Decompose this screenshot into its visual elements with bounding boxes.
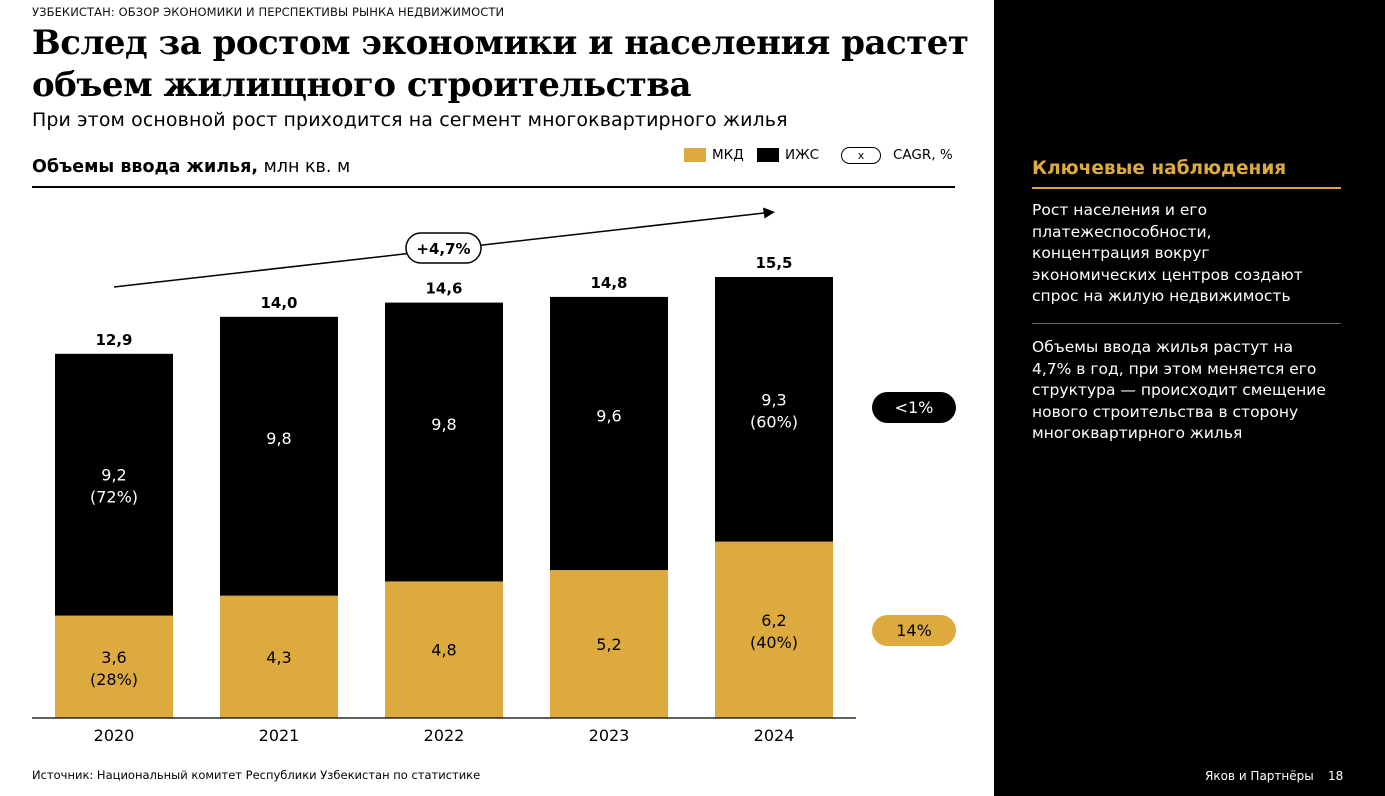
stacked-bar-chart: 3,6 (28%) 9,2 (72%) 12,9 2020 4,3 9,8 14,0 2021 4,… — [32, 207, 956, 745]
observation-item-1: Рост населения и его платежеспособности,… — [1032, 201, 1303, 305]
x-tick-2021: 2021 — [259, 726, 300, 745]
bar-izhs-label-2021: 9,8 — [266, 429, 291, 448]
slide-subtitle: При этом основной рост приходится на сег… — [32, 109, 788, 131]
bar-izhs-label-2023: 9,6 — [596, 406, 621, 425]
legend-izhs: ИЖС — [757, 145, 819, 165]
bar-mkd-label-2021: 4,3 — [266, 648, 291, 667]
content-area: УЗБЕКИСТАН: ОБЗОР ЭКОНОМИКИ И ПЕРСПЕКТИВ… — [32, 5, 969, 782]
bar-mkd-label-2024: 6,2 — [761, 611, 786, 630]
observations-title-rule — [1032, 187, 1341, 189]
bar-izhs-share-2020: (72%) — [90, 488, 138, 507]
bar-total-2020: 12,9 — [95, 331, 132, 349]
x-tick-2022: 2022 — [424, 726, 465, 745]
observations-panel — [994, 0, 1385, 796]
bar-izhs-label-2022: 9,8 — [431, 415, 456, 434]
bar-izhs-2022 — [385, 302, 503, 582]
bar-mkd-label-2023: 5,2 — [596, 635, 621, 654]
bar-mkd-share-2024: (40%) — [750, 633, 798, 652]
chart-title-main: Объемы ввода жилья, — [32, 157, 258, 177]
bar-mkd-2021 — [220, 595, 338, 718]
bar-total-2021: 14,0 — [260, 294, 297, 312]
cagr-label-izhs: <1% — [895, 398, 934, 417]
legend-cagr: x CAGR, % — [841, 145, 953, 165]
legend-izhs-swatch — [757, 148, 779, 162]
page-number: 18 — [1328, 769, 1344, 783]
bar-mkd-label-2022: 4,8 — [431, 641, 456, 660]
bar-total-2024: 15,5 — [755, 254, 792, 272]
observations-title: Ключевые наблюдения — [1032, 158, 1287, 179]
bar-mkd-2024 — [715, 541, 833, 718]
cagr-pill-izhs — [872, 392, 956, 423]
slide-title: Вслед за ростом экономики и населения ра… — [32, 23, 969, 105]
cagr-overall-pill — [405, 232, 482, 264]
bar-izhs-2020 — [55, 353, 173, 616]
legend-cagr-pill: x — [841, 146, 881, 164]
x-tick-2020: 2020 — [94, 726, 135, 745]
bar-izhs-label-2020: 9,2 — [101, 466, 126, 485]
x-tick-2024: 2024 — [754, 726, 795, 745]
source-note: Источник: Национальный комитет Республик… — [32, 768, 481, 782]
bar-izhs-share-2024: (60%) — [750, 412, 798, 431]
legend-mkd: МКД — [684, 145, 744, 165]
chart-title: Объемы ввода жилья, млн кв. м — [32, 157, 350, 177]
bar-mkd-2022 — [385, 581, 503, 718]
legend-cagr-label: CAGR, % — [893, 147, 953, 163]
cagr-pill-mkd — [872, 615, 956, 646]
brand-name: Яков и Партнёры — [1205, 769, 1314, 783]
legend-izhs-label: ИЖС — [785, 147, 820, 163]
x-tick-2023: 2023 — [589, 726, 630, 745]
section-kicker: УЗБЕКИСТАН: ОБЗОР ЭКОНОМИКИ И ПЕРСПЕКТИВ… — [32, 5, 505, 19]
bar-izhs-2023 — [550, 296, 668, 571]
cagr-trend-arrowhead — [763, 207, 775, 219]
bar-izhs-label-2024: 9,3 — [761, 390, 786, 409]
bar-mkd-label-2020: 3,6 — [101, 648, 126, 667]
observation-item-2: Объемы ввода жилья растут на 4,7% в год,… — [1032, 338, 1326, 442]
cagr-overall-label: +4,7% — [416, 240, 470, 258]
bar-mkd-2020 — [55, 615, 173, 718]
legend-mkd-swatch — [684, 148, 706, 162]
bar-izhs-2021 — [220, 316, 338, 596]
cagr-label-mkd: 14% — [896, 621, 932, 640]
observations-separator — [1032, 323, 1341, 324]
chart-title-unit: млн кв. м — [258, 157, 351, 177]
bar-izhs-2024 — [715, 277, 833, 542]
legend-mkd-label: МКД — [712, 147, 744, 163]
bar-total-2022: 14,6 — [425, 280, 462, 298]
bar-total-2023: 14,8 — [590, 274, 627, 292]
bar-mkd-2023 — [550, 570, 668, 718]
chart-title-rule — [32, 186, 955, 188]
bar-mkd-share-2020: (28%) — [90, 670, 138, 689]
